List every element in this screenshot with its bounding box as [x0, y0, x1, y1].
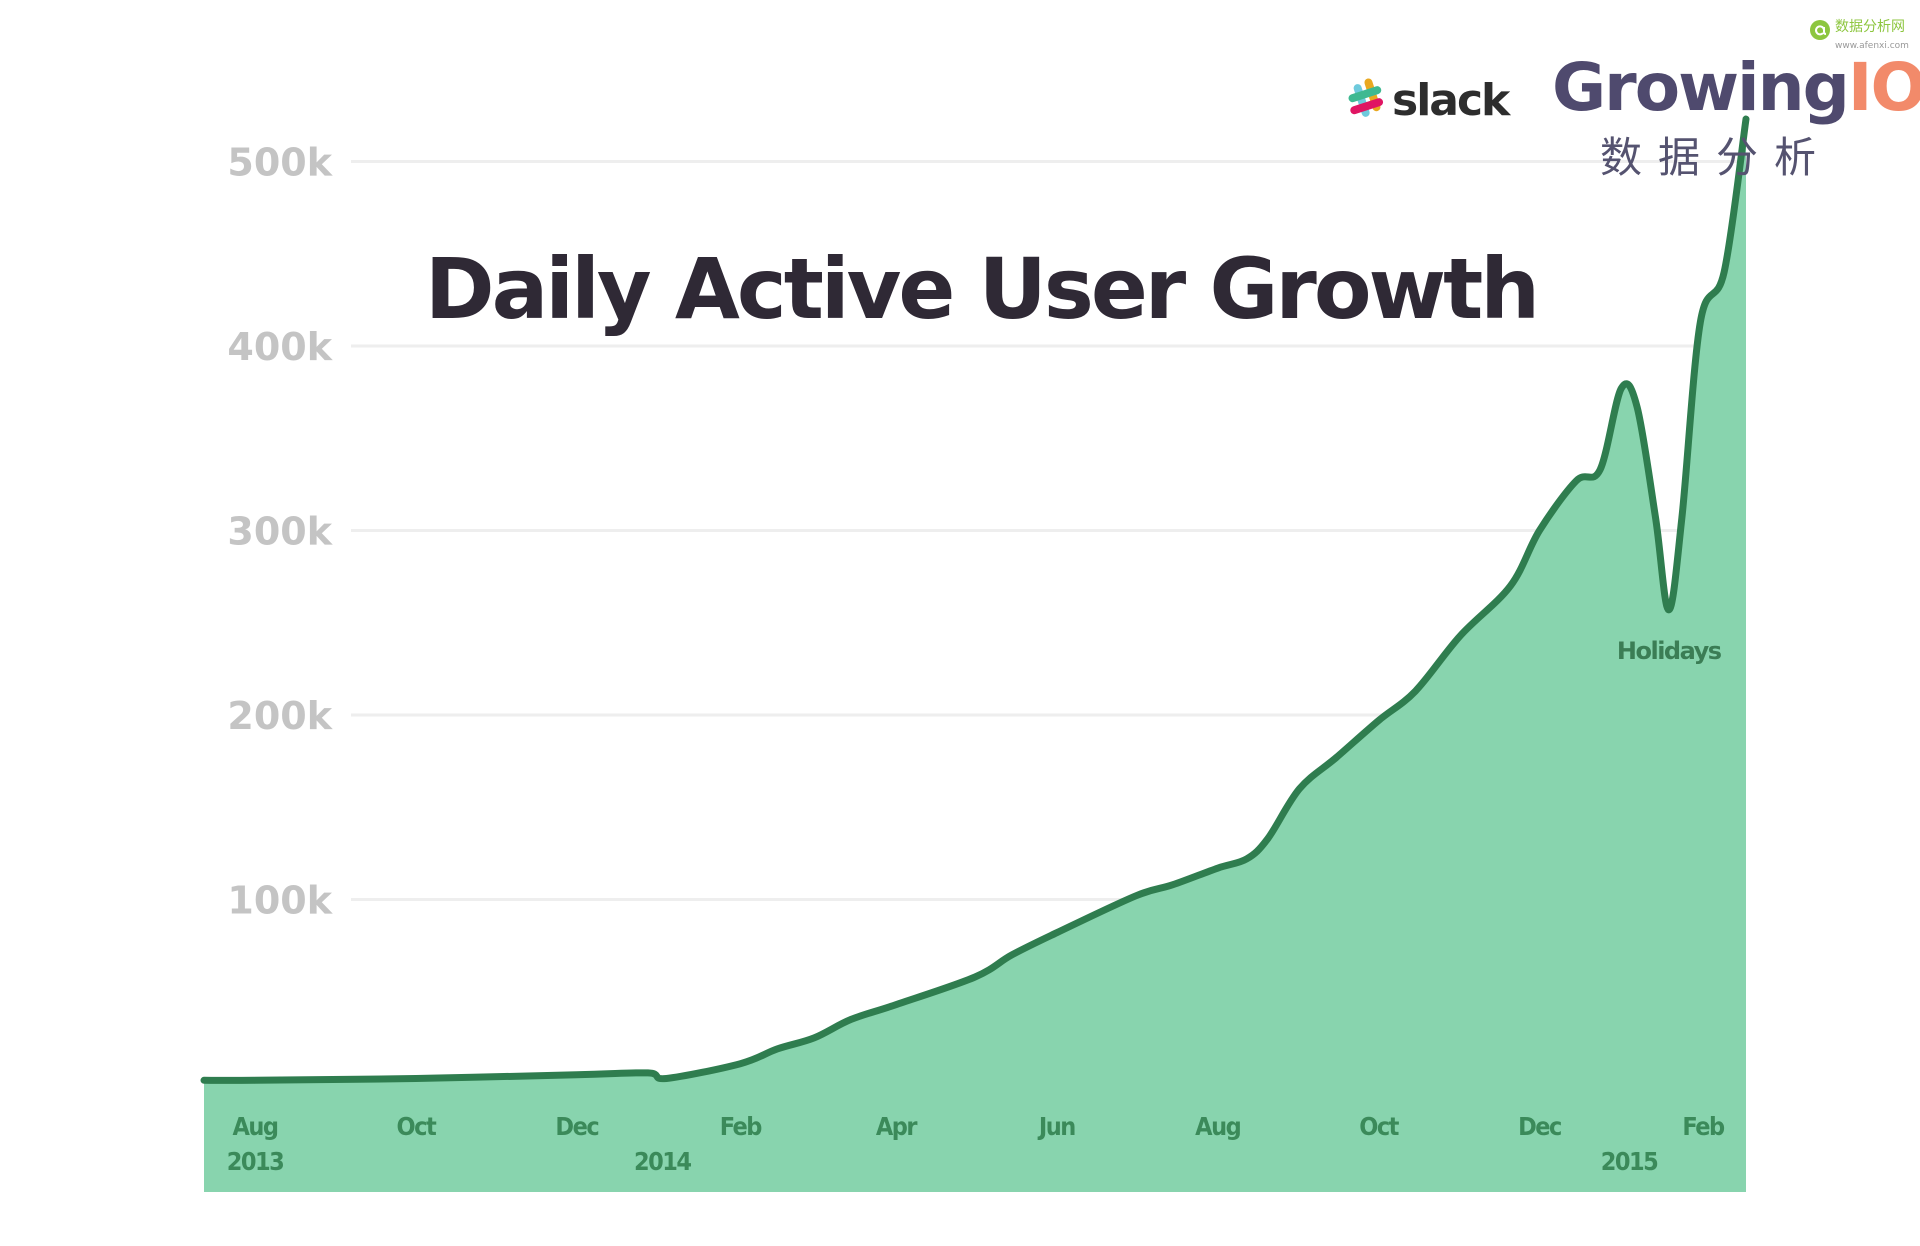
- x-tick-label: Jun: [1037, 1112, 1075, 1141]
- growingio-logo: GrowingIO 数据分析: [1552, 49, 1920, 182]
- x-tick-label: Apr: [876, 1112, 919, 1141]
- chart-title: Daily Active User Growth: [425, 240, 1537, 338]
- svg-text:数据分析: 数据分析: [1600, 133, 1832, 182]
- x-tick-label: Feb: [1682, 1112, 1725, 1141]
- y-tick-label: 200k: [227, 694, 332, 738]
- x-tick-year-label: 2015: [1601, 1147, 1658, 1176]
- series-line: [200, 115, 1750, 1084]
- x-tick-label: Dec: [555, 1112, 598, 1141]
- x-axis-ticks: Aug 2013 Oct Dec Feb 2014 Apr Jun Aug Oct Dec Feb 20…: [227, 1112, 1727, 1176]
- svg-text:GrowingIO: GrowingIO: [1552, 49, 1920, 126]
- area-fill: [204, 119, 1746, 1193]
- y-tick-label: 500k: [227, 141, 332, 185]
- afenxi-watermark: 数据分析网 www.afenxi.com: [1810, 19, 1909, 51]
- x-tick-year-label: 2013: [227, 1147, 284, 1176]
- svg-text:slack: slack: [1392, 75, 1512, 126]
- y-tick-label: 300k: [227, 510, 332, 554]
- annotation-holidays: Holidays: [1617, 637, 1722, 665]
- slack-logo: slack: [1348, 75, 1514, 126]
- x-tick-label: Dec: [1518, 1112, 1561, 1141]
- svg-text:数据分析网: 数据分析网: [1835, 19, 1905, 35]
- y-tick-label: 400k: [227, 325, 332, 369]
- y-axis-ticks: 100k 200k 300k 400k 500k: [227, 141, 332, 923]
- x-tick-label: Aug: [1195, 1112, 1240, 1141]
- x-tick-label: Feb: [720, 1112, 763, 1141]
- x-tick-label: Aug: [232, 1112, 277, 1141]
- x-tick-label: Oct: [1359, 1112, 1399, 1141]
- svg-text:www.afenxi.com: www.afenxi.com: [1835, 41, 1909, 51]
- y-tick-label: 100k: [227, 879, 332, 923]
- x-tick-year-label: 2014: [634, 1147, 691, 1176]
- x-tick-label: Oct: [397, 1112, 437, 1141]
